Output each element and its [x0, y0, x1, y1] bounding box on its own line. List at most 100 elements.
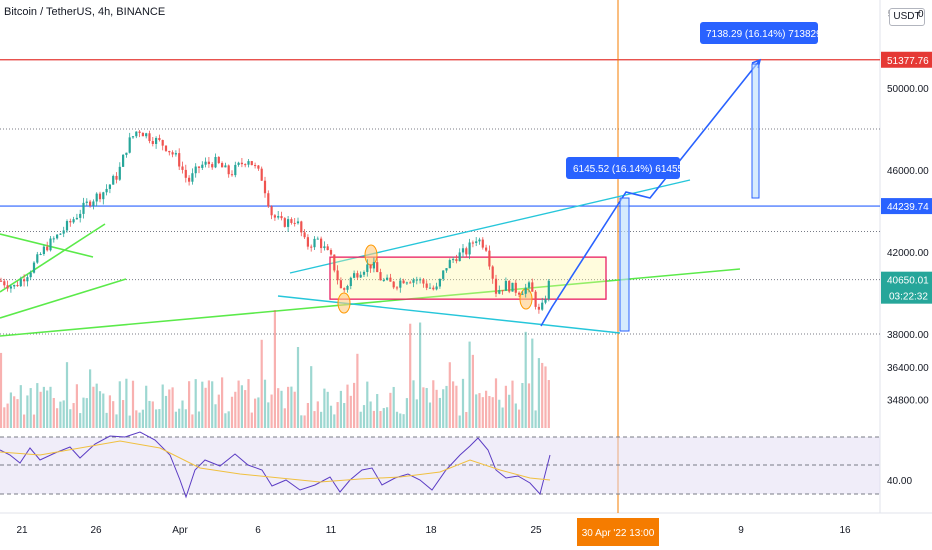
candle-body — [343, 288, 346, 290]
volume-bar — [237, 380, 240, 428]
volume-bar — [244, 390, 247, 428]
projection-arrow-path — [540, 59, 761, 327]
candle-body — [475, 241, 478, 244]
candle-body — [521, 293, 524, 295]
volume-bar — [432, 380, 435, 428]
candle-body — [320, 238, 323, 249]
volume-bar — [260, 339, 263, 428]
volume-bar — [300, 415, 303, 428]
volume-bar — [29, 388, 32, 428]
price-tick-label: 42000.00 — [887, 248, 929, 259]
price-countdown: 03:22:32 — [889, 292, 928, 303]
volume-bar — [478, 393, 481, 428]
candle-body — [471, 242, 474, 244]
channel-bottom-line — [277, 295, 621, 334]
volume-bar — [326, 391, 329, 428]
volume-bar — [125, 378, 128, 428]
candle-body — [141, 132, 144, 137]
candle-body — [448, 260, 451, 269]
rsi-moving-average — [0, 440, 551, 483]
candle-body — [409, 282, 412, 284]
price-tick-label: 34800.00 — [887, 396, 929, 407]
range-box — [329, 256, 607, 300]
candle-body — [237, 162, 240, 165]
candle-body — [79, 213, 82, 218]
candle-body — [303, 232, 306, 238]
volume-bar — [376, 394, 379, 428]
candle-body — [197, 166, 201, 168]
volume-bar — [135, 410, 138, 428]
candle-body — [372, 262, 375, 269]
time-tick-label: 11 — [326, 525, 337, 536]
volume-bar — [475, 394, 478, 428]
candle-body — [13, 284, 16, 287]
candle-body — [168, 150, 171, 153]
volume-bar — [197, 411, 201, 428]
candle-body — [349, 277, 352, 287]
candle-body — [541, 302, 544, 310]
candle-body — [333, 254, 336, 271]
candle-body — [300, 221, 303, 233]
volume-bar — [240, 385, 243, 428]
trendline-long-green — [0, 268, 741, 337]
time-tick-label: 26 — [90, 525, 102, 536]
volume-bar — [306, 403, 309, 428]
candle-body — [395, 287, 399, 289]
volume-bar — [508, 394, 511, 428]
time-tick-label: 16 — [839, 525, 851, 536]
candle-body — [145, 133, 148, 137]
volume-bar — [270, 394, 273, 428]
candle-body — [221, 163, 224, 168]
volume-bar — [102, 393, 105, 428]
candle-body — [16, 284, 19, 287]
candle-body — [481, 239, 484, 248]
volume-bar — [171, 387, 174, 428]
candle-body — [458, 252, 461, 262]
candle-body — [501, 290, 504, 292]
volume-bar — [425, 388, 428, 428]
volume-bar — [422, 387, 425, 428]
candle-body — [135, 131, 138, 137]
volume-bar — [435, 389, 438, 428]
candle-body — [26, 277, 29, 282]
trendline-green-top — [0, 233, 94, 258]
candle-body — [105, 188, 108, 193]
volume-bar — [498, 399, 501, 428]
volume-bar — [336, 402, 339, 428]
volume-bar — [234, 391, 237, 428]
volume-bar — [46, 390, 49, 428]
candle-body — [247, 161, 250, 165]
candle-body — [511, 282, 514, 292]
volume-bar — [141, 409, 144, 428]
volume-bar — [56, 408, 59, 428]
candle-body — [531, 282, 534, 292]
candle-body — [445, 268, 448, 271]
volume-bar — [524, 331, 527, 428]
volume-bar — [168, 389, 171, 428]
candle-body — [108, 184, 111, 189]
candle-body — [224, 165, 227, 168]
candle-body — [62, 230, 65, 234]
candle-body — [230, 174, 234, 176]
currency-unit-button[interactable]: USDT — [889, 8, 925, 26]
candle-body — [240, 162, 243, 165]
volume-bar — [131, 380, 135, 428]
candle-body — [382, 279, 385, 281]
volume-bar — [178, 408, 181, 428]
volume-bar — [369, 401, 372, 428]
candle-body — [524, 287, 527, 294]
candle-body — [432, 287, 435, 290]
volume-bar — [9, 392, 12, 428]
candle-body — [267, 193, 270, 207]
candle-body — [362, 271, 366, 275]
volume-bar — [108, 395, 111, 428]
candle-body — [161, 140, 164, 146]
candle-body — [171, 152, 174, 155]
volume-bar — [455, 385, 458, 428]
volume-bar — [145, 385, 148, 428]
volume-bar — [452, 381, 455, 428]
candle-body — [204, 161, 207, 165]
volume-bar — [0, 352, 3, 428]
volume-bar — [303, 415, 306, 428]
